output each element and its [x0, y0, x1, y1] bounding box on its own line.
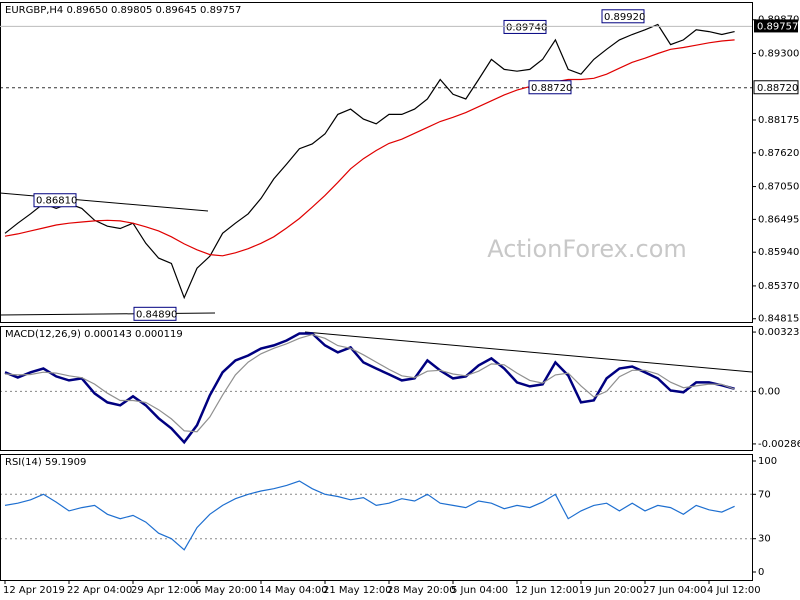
y-tick-label: 0.87050	[758, 182, 799, 193]
x-tick-label: 12 Apr 2019	[3, 585, 65, 596]
y-tick-label: -0.002868	[758, 439, 800, 450]
panel-title: RSI(14) 59.1909	[5, 457, 86, 468]
y-tick-label: 100	[758, 456, 777, 467]
y-tick-label: 0.88175	[758, 115, 799, 126]
series-line	[4, 333, 735, 433]
y-tick-label: 0.89300	[758, 48, 799, 59]
panel-border	[0, 454, 753, 581]
annotation-box	[528, 80, 572, 95]
panel-border	[0, 326, 753, 451]
trend-line	[0, 312, 216, 316]
x-tick-label: 6 May 20:00	[195, 585, 257, 596]
y-tick-label: 0.84815	[758, 314, 799, 325]
y-tick-label: 0.85370	[758, 281, 799, 292]
current-price-tag	[754, 19, 798, 33]
x-tick-label: 27 Jun 04:00	[643, 585, 707, 596]
level-tag	[753, 80, 799, 95]
x-tick-label: 4 Jul 12:00	[707, 585, 761, 596]
y-tick-label: 0	[758, 567, 764, 578]
y-tick-label: 0.87620	[758, 148, 799, 159]
annotation-label: 0.88720	[531, 83, 572, 94]
y-tick-label: 0.85940	[758, 247, 799, 258]
x-tick-label: 14 May 04:00	[259, 585, 328, 596]
series-line	[4, 39, 735, 257]
panel-border	[0, 2, 753, 323]
x-tick-label: 5 Jun 04:00	[451, 585, 508, 596]
annotation-label: 0.89740	[506, 22, 547, 33]
level-label: 0.88720	[757, 83, 798, 94]
series-line	[4, 480, 735, 551]
y-tick-label: 0.00	[758, 386, 780, 397]
y-tick-label: 70	[758, 489, 771, 500]
y-tick-label: 30	[758, 534, 771, 545]
series-line	[4, 23, 735, 300]
panel-title: MACD(12,26,9) 0.000143 0.000119	[5, 329, 183, 340]
annotation-box	[133, 306, 177, 321]
trend-line	[304, 331, 753, 373]
x-tick-label: 22 Apr 04:00	[67, 585, 132, 596]
annotation-label: 0.84890	[136, 309, 177, 320]
annotation-label: 0.89920	[604, 12, 645, 23]
x-tick-label: 28 May 20:00	[387, 585, 456, 596]
annotation-box	[33, 193, 77, 208]
panel-title: EURGBP,H4 0.89650 0.89805 0.89645 0.8975…	[5, 5, 241, 16]
annotation-label: 0.86810	[36, 196, 77, 207]
y-tick-label: 0.003239	[758, 327, 800, 338]
annotation-box	[601, 9, 645, 24]
x-tick-label: 21 May 12:00	[323, 585, 392, 596]
annotation-box	[503, 19, 547, 34]
x-tick-label: 29 Apr 12:00	[131, 585, 196, 596]
y-tick-label: 0.86495	[758, 214, 799, 225]
watermark: ActionForex.com	[487, 235, 687, 263]
current-price-label: 0.89757	[757, 21, 798, 32]
x-tick-label: 19 Jun 20:00	[579, 585, 643, 596]
x-tick-label: 12 Jun 12:00	[515, 585, 579, 596]
